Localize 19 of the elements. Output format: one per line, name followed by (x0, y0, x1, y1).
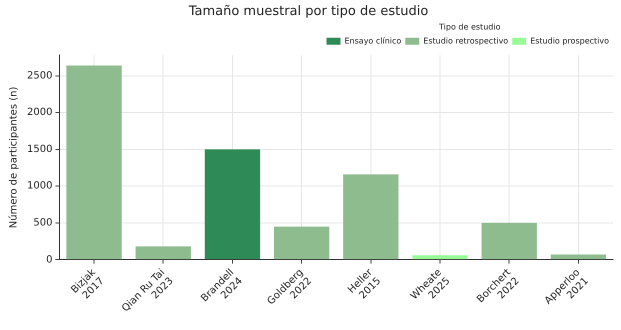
y-tick-label: 1000 (26, 180, 52, 192)
y-tick-label: 500 (33, 217, 52, 228)
bar (482, 222, 537, 260)
bar (274, 226, 330, 260)
bar (66, 65, 122, 260)
bar (204, 149, 260, 260)
y-tick-label: 0 (46, 254, 52, 266)
y-tick-label: 2500 (26, 70, 52, 82)
bar (343, 174, 398, 260)
chart-title: Tamaño muestral por tipo de estudio (188, 4, 428, 20)
y-axis-title: Número de participantes (n) (8, 86, 20, 228)
y-tick-label: 1500 (26, 144, 52, 155)
bar (550, 254, 606, 260)
y-tick-label: 2000 (26, 107, 52, 118)
bar (136, 246, 191, 260)
legend-title: Tipo de estudio (438, 22, 501, 32)
legend-label: Ensayo clínico (344, 36, 402, 46)
legend-label: Estudio retrospectivo (423, 36, 508, 46)
legend-label: Estudio prospectivo (530, 36, 610, 46)
